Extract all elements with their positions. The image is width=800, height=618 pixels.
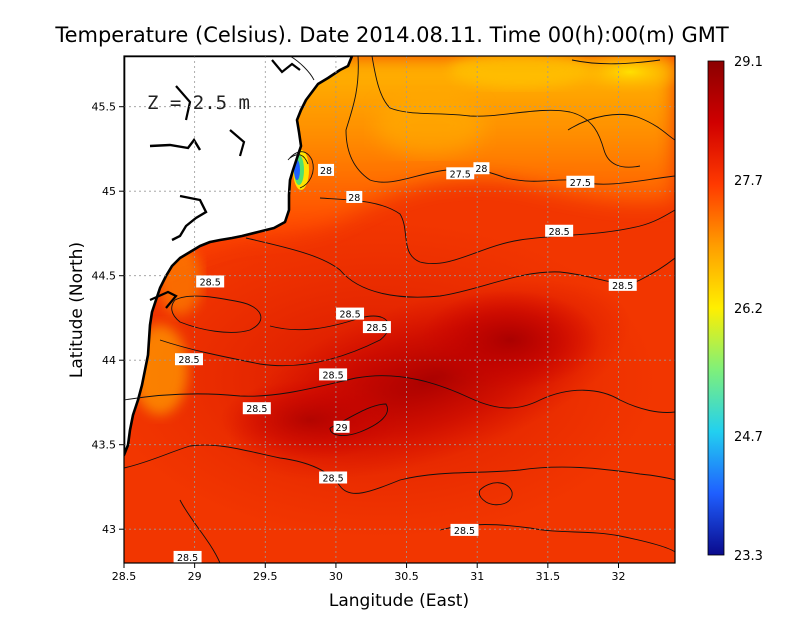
temperature-field: 28 28 27.5 28 27.5 28.5 28.5 28.5 28.5 28.5 28.5 28… <box>124 56 675 564</box>
contour-label-box <box>545 224 574 237</box>
x-tick-label: 31 <box>470 570 484 583</box>
contour-label: 28.5 <box>612 281 633 292</box>
contour-label-box <box>346 190 363 203</box>
y-tick-label: 43.5 <box>92 439 117 452</box>
y-tick-label: 44 <box>102 354 116 367</box>
x-tick-label: 31.5 <box>536 570 561 583</box>
contour-label: 28 <box>320 166 332 177</box>
x-tick-label: 32 <box>611 570 625 583</box>
y-tick-label: 45 <box>102 185 116 198</box>
colorbar-ticks: 29.1 27.7 26.2 24.7 23.3 <box>734 55 763 564</box>
y-tick-label: 44.5 <box>92 270 117 283</box>
colorbar-ramp <box>707 60 725 556</box>
contour-label-box <box>473 162 490 175</box>
colorbar-tick-label: 23.3 <box>734 549 763 564</box>
colorbar-tick-label: 29.1 <box>734 55 763 70</box>
contour-label: 28.5 <box>454 526 475 537</box>
x-tick-label: 29 <box>188 570 202 583</box>
contour-label: 28.5 <box>178 355 199 366</box>
contour-label-box <box>318 163 335 176</box>
contour-label: 28.5 <box>200 277 221 288</box>
contour-label-box <box>566 175 595 188</box>
contour-label: 28 <box>475 164 487 175</box>
contour-label: 28.5 <box>549 227 570 238</box>
contour-label-box <box>336 307 365 320</box>
contour-label: 28 <box>348 193 360 204</box>
x-tick-label: 28.5 <box>112 570 137 583</box>
contour-label-box <box>196 275 225 288</box>
colorbar-tick-label: 24.7 <box>734 430 763 445</box>
land-north-coast <box>124 56 354 457</box>
contour-label: 29 <box>336 423 348 434</box>
contour-label-box <box>242 402 271 415</box>
colorbar-tick-label: 27.7 <box>734 174 763 189</box>
x-axis: 28.5 29 29.5 30 30.5 31 31.5 32 <box>112 563 625 583</box>
contour-label: 28.5 <box>323 370 344 381</box>
colorbar: 29.1 27.7 26.2 24.7 23.3 <box>707 55 763 564</box>
chart-title: Temperature (Celsius). Date 2014.08.11. … <box>54 23 729 47</box>
x-tick-label: 29.5 <box>253 570 278 583</box>
y-axis: 43 43.5 44 44.5 45 45.5 <box>92 101 124 536</box>
colorbar-tick-label: 26.2 <box>734 302 763 317</box>
x-tick-label: 30 <box>329 570 343 583</box>
plot-frame <box>123 55 676 564</box>
y-tick-label: 45.5 <box>92 101 117 114</box>
x-tick-label: 30.5 <box>394 570 419 583</box>
contour-label-box <box>608 278 637 291</box>
contour-label: 28.5 <box>177 553 198 564</box>
contour-label-box <box>333 420 350 433</box>
contour-label-box <box>174 353 203 366</box>
contour-label: 28.5 <box>323 474 344 485</box>
y-tick-label: 43 <box>102 523 116 536</box>
depth-label: Z = 2.5 m <box>147 92 250 114</box>
contour-label-box <box>446 167 475 180</box>
contour-label: 28.5 <box>366 323 387 334</box>
contour-label: 28.5 <box>339 310 360 321</box>
x-axis-label: Langitude (East) <box>329 591 469 611</box>
contour-label: 27.5 <box>570 178 591 189</box>
contour-labels: 28 28 27.5 28 27.5 28.5 28.5 28.5 28.5 28.5 28.5 28… <box>173 162 637 564</box>
y-axis-label: Latitude (North) <box>67 242 87 378</box>
contour-label-box <box>362 321 391 334</box>
contour-label-box <box>319 471 348 484</box>
contour-label-box <box>319 368 348 381</box>
contour-label-box <box>450 523 479 536</box>
contour-label: 28.5 <box>246 404 267 415</box>
contour-label: 27.5 <box>450 169 471 180</box>
contour-label-box <box>173 550 202 563</box>
